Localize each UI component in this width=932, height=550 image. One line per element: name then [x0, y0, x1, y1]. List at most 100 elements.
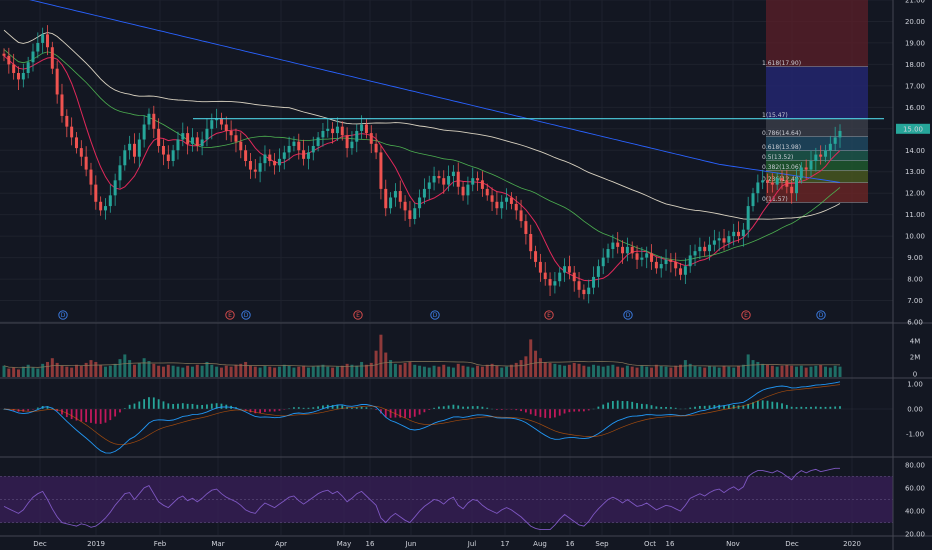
- time-tick-label: Feb: [154, 540, 167, 548]
- macd-histogram-bar: [602, 404, 605, 409]
- volume-bar: [635, 367, 639, 377]
- rsi-tick-label: 60.00: [905, 484, 925, 492]
- macd-histogram-bar: [138, 401, 141, 409]
- volume-bar: [311, 366, 315, 377]
- candle-body: [582, 289, 586, 295]
- volume-bar: [65, 366, 69, 377]
- macd-histogram-bar: [616, 400, 619, 409]
- candle-body: [128, 143, 132, 151]
- volume-bar: [596, 365, 600, 377]
- candle-body: [548, 279, 552, 286]
- candle-body: [224, 124, 228, 131]
- macd-histogram-bar: [737, 405, 740, 409]
- event-marker-label: E: [356, 312, 360, 319]
- volume-bar: [302, 365, 306, 377]
- macd-histogram-bar: [597, 406, 600, 409]
- candle-body: [485, 188, 489, 196]
- ma-mid-line: [3, 49, 841, 261]
- macd-histogram-bar: [307, 407, 310, 409]
- volume-bar: [833, 365, 837, 377]
- macd-histogram-bar: [568, 409, 571, 413]
- macd-histogram-bar: [46, 406, 49, 409]
- candle-body: [403, 201, 407, 211]
- volume-bar: [592, 364, 596, 377]
- candle-body: [7, 55, 11, 65]
- macd-histogram-bar: [360, 406, 363, 409]
- candle-body: [495, 201, 499, 209]
- volume-bar: [693, 365, 697, 377]
- macd-histogram-bar: [665, 406, 667, 409]
- macd-histogram-bar: [563, 409, 566, 414]
- candle-body: [147, 113, 151, 125]
- volume-bar: [524, 356, 528, 377]
- volume-bar: [364, 364, 368, 377]
- macd-histogram-bar: [718, 404, 721, 409]
- volume-bar: [176, 366, 180, 377]
- volume-bar: [799, 365, 803, 377]
- event-marker-dividend: [430, 310, 440, 320]
- macd-histogram-bar: [186, 403, 189, 409]
- macd-histogram-bar: [510, 409, 513, 410]
- volume-bar: [103, 366, 107, 377]
- volume-bar: [355, 365, 359, 377]
- volume-bar: [519, 360, 523, 377]
- volume-bar: [190, 366, 194, 377]
- macd-histogram-bar: [162, 401, 165, 409]
- volume-bar: [543, 361, 547, 377]
- candle-body: [819, 154, 823, 157]
- candle-body: [795, 178, 799, 194]
- volume-bar: [461, 365, 465, 377]
- candle-body: [374, 143, 378, 153]
- volume-bar: [761, 363, 765, 377]
- volume-bar: [717, 367, 721, 377]
- volume-bar: [505, 366, 509, 377]
- macd-histogram-bar: [607, 402, 609, 409]
- macd-histogram-bar: [486, 407, 489, 409]
- volume-bar: [369, 362, 373, 377]
- candle-body: [708, 244, 712, 252]
- candle-body: [785, 180, 789, 187]
- rsi-tick-label: 40.00: [905, 508, 925, 516]
- volume-bar: [819, 364, 823, 377]
- volume-bar: [485, 364, 489, 377]
- candle-body: [534, 251, 538, 262]
- volume-bar: [529, 339, 533, 377]
- last-price-label: 15.00: [903, 125, 923, 133]
- candle-body: [171, 150, 175, 161]
- price-tick-label: 6.00: [907, 319, 923, 327]
- macd-histogram-bar: [351, 407, 353, 409]
- volume-bar: [2, 365, 6, 377]
- candle-body: [688, 255, 692, 267]
- macd-histogram-bar: [829, 406, 832, 409]
- volume-bar: [654, 364, 658, 377]
- price-tick-label: 14.00: [905, 147, 925, 155]
- macd-histogram-bar: [404, 409, 406, 418]
- candle-body: [326, 128, 330, 131]
- event-marker-label: D: [819, 312, 824, 319]
- macd-histogram-bar: [384, 409, 387, 417]
- volume-bar: [601, 366, 605, 377]
- volume-bar: [219, 367, 223, 377]
- event-marker-earnings: [544, 310, 554, 320]
- volume-bar: [123, 354, 127, 377]
- macd-histogram-bar: [123, 408, 126, 409]
- macd-histogram-bar: [810, 406, 812, 409]
- volume-bar: [340, 365, 344, 377]
- fib-level-label: 0.618(13.98): [762, 144, 801, 151]
- volume-bar: [94, 361, 98, 377]
- time-tick-label: Nov: [726, 540, 740, 548]
- candle-body: [292, 141, 296, 146]
- macd-histogram-bar: [500, 409, 503, 410]
- candle-body: [664, 259, 668, 265]
- volume-bar: [99, 364, 103, 377]
- candle-body: [654, 261, 658, 269]
- time-tick-label: Mar: [211, 540, 224, 548]
- volume-bar: [70, 367, 74, 377]
- candle-body: [302, 150, 306, 159]
- volume-bar: [389, 360, 393, 377]
- volume-bar: [732, 367, 736, 377]
- volume-bar: [538, 358, 542, 377]
- candle-body: [625, 246, 629, 254]
- macd-histogram-bar: [181, 403, 184, 409]
